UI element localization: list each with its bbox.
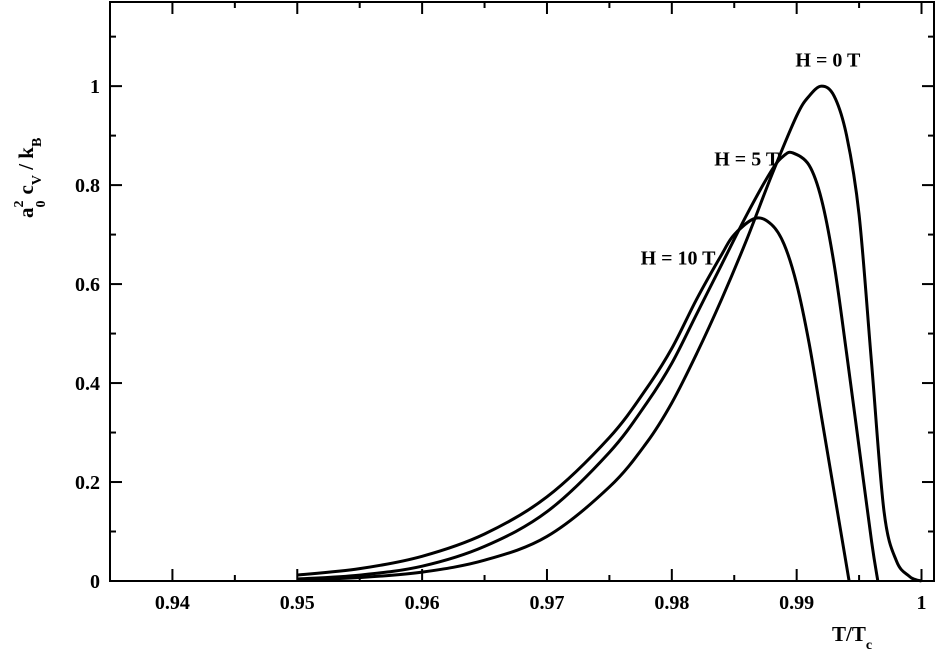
- x-tick-label: 0.96: [405, 592, 440, 614]
- x-tick-label: 0.97: [529, 592, 564, 614]
- x-axis-label: T/Tc: [832, 622, 872, 653]
- y-tick-label: 0.6: [75, 274, 100, 296]
- series-annotations: H = 0 T H = 5 T H = 10 T: [641, 49, 861, 269]
- y-axis-label: a2 0cV / kB: [12, 138, 49, 218]
- x-tick-label: 0.95: [280, 592, 315, 614]
- series-annotation: H = 5 T: [714, 148, 780, 170]
- x-tick-label: 0.99: [779, 592, 814, 614]
- series-curves: [297, 84, 922, 583]
- y-tick-label: 1: [90, 76, 100, 98]
- y-tick-label: 0.2: [75, 472, 100, 494]
- series-line-h-10-t: [297, 216, 851, 582]
- y-tick-label: 0.4: [75, 373, 100, 395]
- axis-tick-labels: 0.94 0.95 0.96 0.97 0.98 0.99 1 0 0.2 0.4 0.6 0.8 1: [75, 76, 927, 614]
- series-line-h-5-t: [297, 150, 880, 582]
- series-line-h-0-t: [297, 84, 922, 583]
- axis-ticks: [110, 2, 934, 582]
- x-tick-label: 0.94: [155, 592, 190, 614]
- series-annotation: H = 0 T: [795, 49, 861, 71]
- series-annotation: H = 10 T: [641, 247, 717, 269]
- plot-frame: [109, 1, 935, 582]
- x-tick-label: 0.98: [654, 592, 689, 614]
- y-tick-label: 0: [90, 571, 100, 593]
- x-tick-label: 1: [917, 592, 927, 614]
- y-tick-label: 0.8: [75, 175, 100, 197]
